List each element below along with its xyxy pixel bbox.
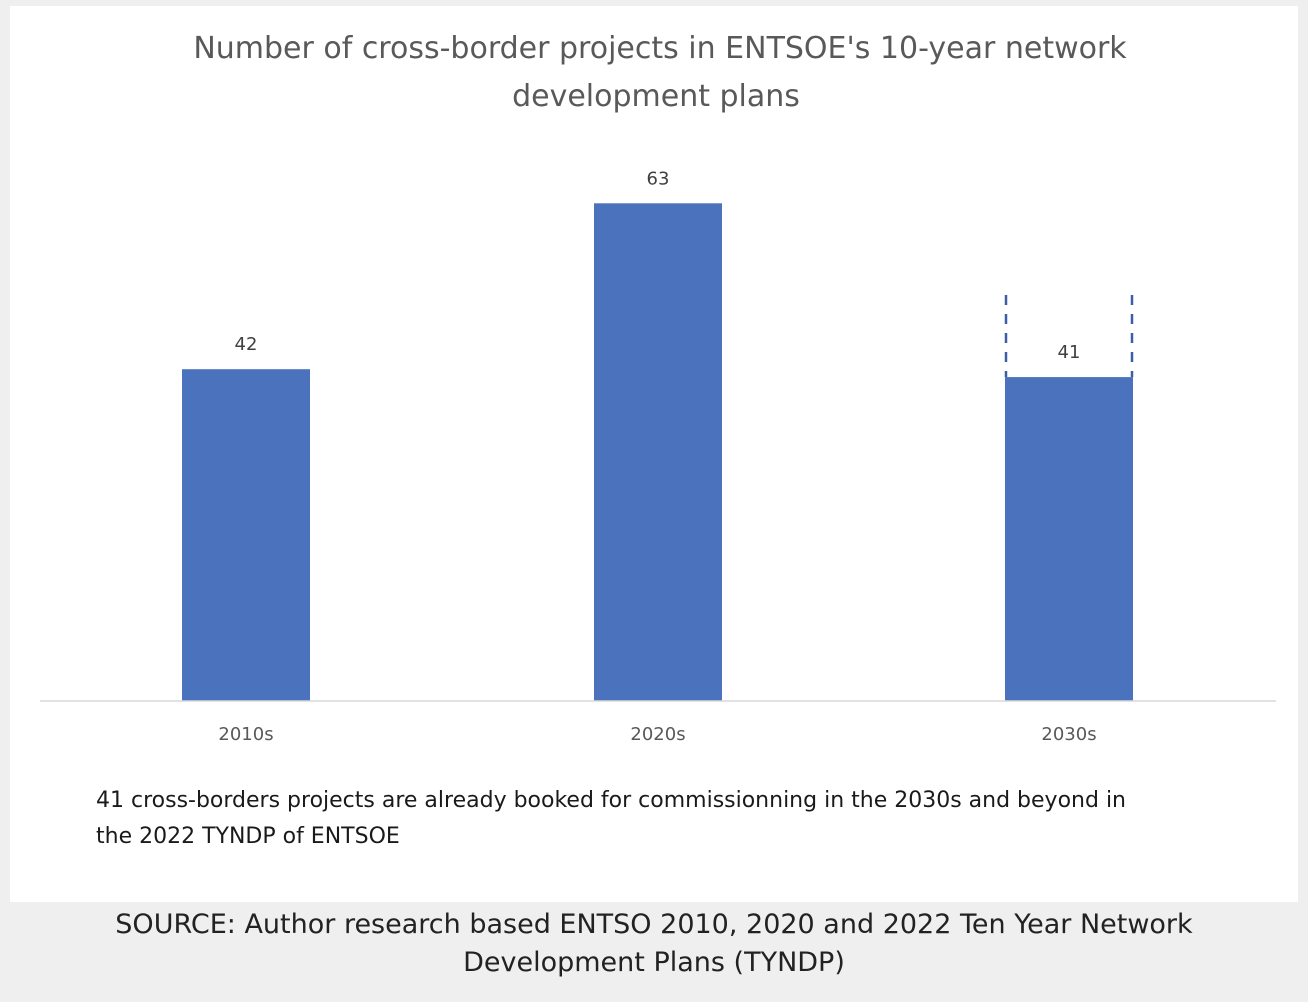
bar-2020s: [594, 203, 722, 702]
source-caption-line-2: Development Plans (TYNDP): [463, 947, 845, 978]
chart-card: Number of cross-border projects in ENTSO…: [10, 6, 1298, 902]
data-label-2020s: 63: [647, 168, 670, 189]
bar-2010s: [182, 369, 310, 701]
data-label-2030s: 41: [1058, 342, 1081, 363]
chart: Number of cross-border projects in ENTSO…: [40, 31, 1276, 849]
source-caption: SOURCE: Author research based ENTSO 2010…: [0, 906, 1308, 982]
annotation-line-2: the 2022 TYNDP of ENTSOE: [96, 824, 400, 849]
x-tick-2030s: 2030s: [1041, 724, 1096, 745]
x-tick-2010s: 2010s: [218, 724, 273, 745]
bar-2030s: [1005, 377, 1133, 701]
data-label-2010s: 42: [235, 334, 258, 355]
bars-group: 42 2010s 63 2020s 41 2030s: [182, 168, 1134, 745]
source-caption-line-1: SOURCE: Author research based ENTSO 2010…: [115, 909, 1193, 940]
x-tick-2020s: 2020s: [630, 724, 685, 745]
chart-title-line-2: development plans: [512, 79, 800, 114]
annotation-line-1: 41 cross-borders projects are already bo…: [96, 788, 1126, 813]
chart-title-line-1: Number of cross-border projects in ENTSO…: [193, 31, 1127, 66]
